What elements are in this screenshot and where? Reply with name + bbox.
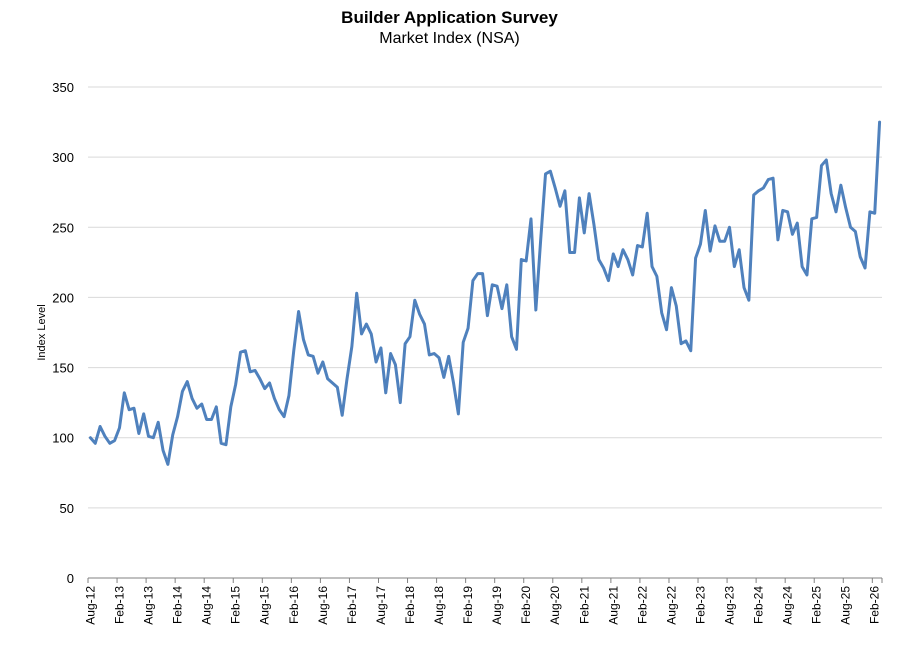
x-tick-label: Aug-25 bbox=[839, 586, 853, 625]
x-tick-label: Aug-13 bbox=[142, 586, 156, 625]
x-tick-label: Feb-19 bbox=[461, 586, 475, 624]
y-tick-label: 300 bbox=[52, 150, 74, 165]
x-tick-label: Feb-13 bbox=[112, 586, 126, 624]
y-tick-label: 100 bbox=[52, 431, 74, 446]
x-tick-label: Aug-16 bbox=[316, 586, 330, 625]
x-tick-label: Feb-25 bbox=[810, 586, 824, 624]
x-tick-label: Aug-15 bbox=[258, 586, 272, 625]
x-tick-label: Feb-14 bbox=[171, 586, 185, 624]
x-tick-label: Aug-12 bbox=[83, 586, 97, 625]
chart-title: Builder Application Survey bbox=[341, 8, 558, 27]
x-tick-label: Aug-22 bbox=[664, 586, 678, 625]
series-line-market-index bbox=[88, 120, 882, 466]
x-tick-label: Feb-22 bbox=[635, 586, 649, 624]
y-tick-label: 200 bbox=[52, 290, 74, 305]
x-tick-label: Aug-14 bbox=[200, 586, 214, 625]
y-tick-label: 250 bbox=[52, 220, 74, 235]
y-tick-label: 350 bbox=[52, 80, 74, 95]
x-tick-label: Feb-26 bbox=[868, 586, 882, 624]
x-tick-label: Feb-18 bbox=[403, 586, 417, 624]
x-tick-label: Aug-21 bbox=[606, 586, 620, 625]
x-tick-label: Aug-23 bbox=[722, 586, 736, 625]
x-tick-label: Feb-20 bbox=[519, 586, 533, 624]
x-tick-label: Feb-23 bbox=[693, 586, 707, 624]
x-tick-label: Feb-24 bbox=[752, 586, 766, 624]
x-tick-label: Aug-24 bbox=[781, 586, 795, 625]
chart-subtitle: Market Index (NSA) bbox=[379, 30, 520, 47]
x-tick-label: Feb-21 bbox=[577, 586, 591, 624]
x-tick-label: Aug-17 bbox=[374, 586, 388, 625]
x-tick-label: Feb-17 bbox=[345, 586, 359, 624]
x-tick-label: Aug-20 bbox=[548, 586, 562, 625]
x-tick-label: Feb-16 bbox=[287, 586, 301, 624]
x-tick-label: Feb-15 bbox=[229, 586, 243, 624]
x-tick-label: Aug-19 bbox=[490, 586, 504, 625]
x-tick-label: Aug-18 bbox=[432, 586, 446, 625]
y-tick-label: 0 bbox=[67, 571, 74, 586]
y-tick-label: 150 bbox=[52, 361, 74, 376]
y-axis-label: Index Level bbox=[36, 304, 48, 360]
y-tick-label: 50 bbox=[60, 501, 74, 516]
